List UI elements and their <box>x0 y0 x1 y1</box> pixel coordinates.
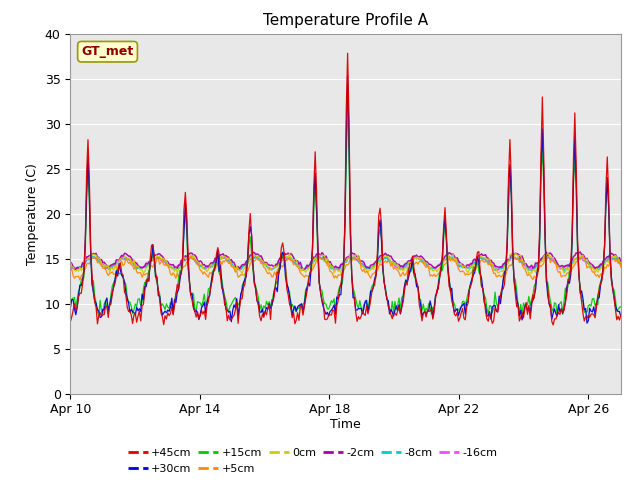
Y-axis label: Temperature (C): Temperature (C) <box>26 163 39 264</box>
Text: GT_met: GT_met <box>81 45 134 58</box>
Legend: +45cm, +30cm, +15cm, +5cm, 0cm, -2cm, -8cm, -16cm: +45cm, +30cm, +15cm, +5cm, 0cm, -2cm, -8… <box>124 444 502 478</box>
X-axis label: Time: Time <box>330 418 361 431</box>
Title: Temperature Profile A: Temperature Profile A <box>263 13 428 28</box>
